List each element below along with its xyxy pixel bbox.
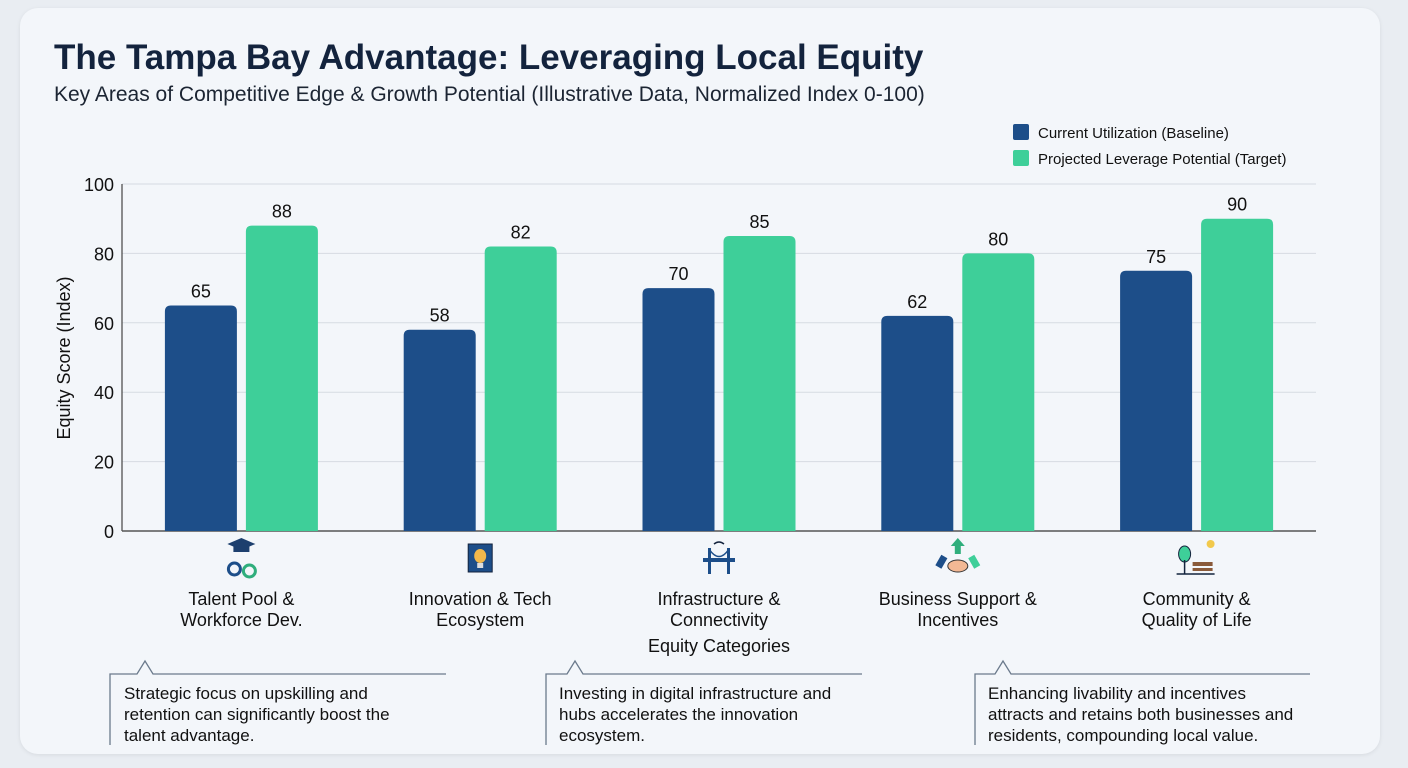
handshake-arrow-icon — [935, 538, 981, 573]
y-tick-label: 100 — [84, 175, 114, 195]
bar-target — [962, 253, 1035, 531]
bridge-wifi-icon — [703, 541, 735, 574]
bar-baseline — [1120, 270, 1193, 531]
callout-line: Investing in digital infrastructure and — [559, 684, 832, 703]
x-tick-label: Business Support & — [879, 589, 1037, 609]
data-label: 88 — [272, 202, 292, 222]
callout-line: retention can significantly boost the — [124, 705, 390, 724]
bar-target — [484, 246, 557, 531]
callout-community: Enhancing livability and incentives attr… — [988, 683, 1293, 746]
data-label: 82 — [511, 222, 531, 242]
bar-target — [245, 225, 318, 531]
data-label: 58 — [430, 306, 450, 326]
y-tick-label: 40 — [94, 383, 114, 403]
callout-talent: Strategic focus on upskilling and retent… — [124, 683, 390, 746]
legend-label: Projected Leverage Potential (Target) — [1038, 151, 1286, 168]
x-tick-label: Workforce Dev. — [180, 610, 302, 630]
callout-line: Strategic focus on upskilling and — [124, 684, 368, 703]
data-label: 90 — [1227, 195, 1247, 215]
y-tick-label: 80 — [94, 244, 114, 264]
data-label: 70 — [668, 264, 688, 284]
data-label: 65 — [191, 281, 211, 301]
bar-baseline — [642, 288, 715, 531]
bar-baseline — [403, 329, 476, 531]
x-tick-label: Connectivity — [670, 610, 768, 630]
x-tick-label: Innovation & Tech — [409, 589, 552, 609]
bar-target — [723, 236, 796, 532]
y-tick-label: 0 — [104, 522, 114, 542]
data-label: 85 — [749, 212, 769, 232]
x-tick-label: Incentives — [917, 610, 998, 630]
graduation-cap-gears-icon — [226, 538, 257, 579]
callout-line: Enhancing livability and incentives — [988, 684, 1246, 703]
callout-frame — [109, 659, 446, 745]
callout-line: hubs accelerates the innovation — [559, 705, 799, 724]
lightbulb-chip-icon — [467, 543, 493, 573]
y-axis-label: Equity Score (Index) — [54, 276, 74, 439]
x-tick-label: Infrastructure & — [657, 589, 780, 609]
bar-target — [1201, 218, 1274, 531]
x-tick-label: Talent Pool & — [188, 589, 294, 609]
callout-frame — [545, 659, 862, 745]
callout-frame — [974, 659, 1310, 745]
chart-subtitle: Key Areas of Competitive Edge & Growth P… — [54, 83, 925, 106]
data-label: 62 — [907, 292, 927, 312]
callout-line: talent advantage. — [124, 726, 255, 745]
tree-bench-sun-icon — [1176, 540, 1215, 575]
data-label: 75 — [1146, 247, 1166, 267]
bar-baseline — [164, 305, 237, 531]
callout-line: ecosystem. — [559, 726, 645, 745]
callout-line: residents, compounding local value. — [988, 726, 1259, 745]
data-label: 80 — [988, 229, 1008, 249]
chart-title: The Tampa Bay Advantage: Leveraging Loca… — [54, 38, 924, 77]
legend-label: Current Utilization (Baseline) — [1038, 125, 1229, 142]
y-tick-label: 60 — [94, 314, 114, 334]
callout-innovation: Investing in digital infrastructure and … — [559, 683, 831, 746]
legend-swatch — [1013, 124, 1029, 140]
callout-line: attracts and retains both businesses and — [988, 705, 1294, 724]
x-axis-label: Equity Categories — [648, 636, 790, 656]
x-tick-label: Quality of Life — [1142, 610, 1252, 630]
x-tick-label: Ecosystem — [436, 610, 524, 630]
x-tick-label: Community & — [1143, 589, 1251, 609]
legend-swatch — [1013, 150, 1029, 166]
y-tick-label: 20 — [94, 453, 114, 473]
bar-baseline — [881, 315, 954, 531]
